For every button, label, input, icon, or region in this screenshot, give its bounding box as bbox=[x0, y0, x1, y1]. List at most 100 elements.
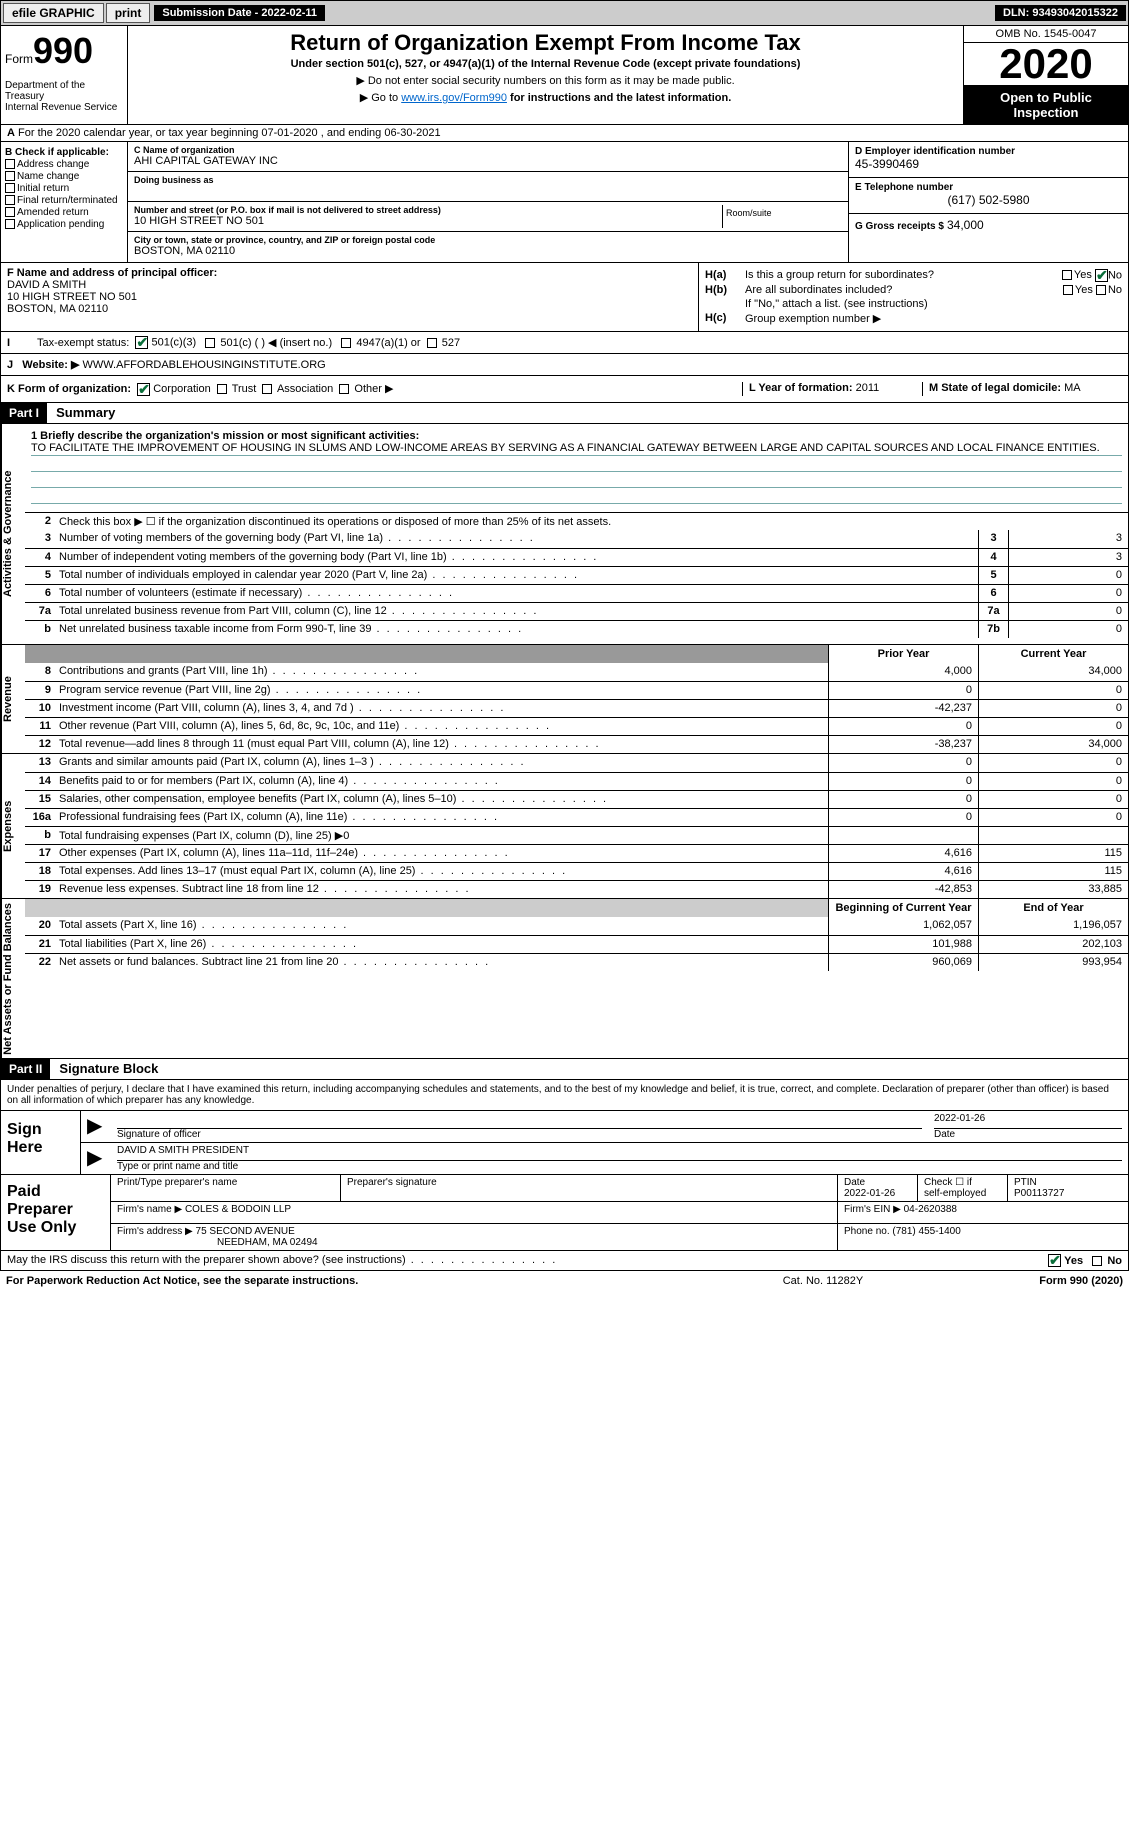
firm-ein: 04-2620388 bbox=[904, 1204, 957, 1215]
line-16a: 16aProfessional fundraising fees (Part I… bbox=[25, 808, 1128, 826]
hb-no[interactable]: No bbox=[1096, 284, 1122, 296]
line-2-desc: Check this box ▶ ☐ if the organization d… bbox=[55, 513, 1128, 530]
chk-final[interactable]: Final return/terminated bbox=[5, 195, 123, 206]
chk-address[interactable]: Address change bbox=[5, 159, 123, 170]
prep-date-header: Date bbox=[844, 1177, 865, 1188]
firm-addr1: 75 SECOND AVENUE bbox=[196, 1226, 295, 1237]
phone-value: (617) 502-5980 bbox=[855, 193, 1122, 207]
period-row: A For the 2020 calendar year, or tax yea… bbox=[0, 125, 1129, 142]
chk-other[interactable]: Other ▶ bbox=[339, 383, 393, 395]
paperwork-notice: For Paperwork Reduction Act Notice, see … bbox=[6, 1275, 723, 1287]
irs-link[interactable]: www.irs.gov/Form990 bbox=[401, 92, 507, 104]
current-year-header: Current Year bbox=[978, 645, 1128, 663]
line-9: 9Program service revenue (Part VIII, lin… bbox=[25, 681, 1128, 699]
firm-name: COLES & BODOIN LLP bbox=[185, 1204, 291, 1215]
efile-button[interactable]: efile GRAPHIC bbox=[3, 3, 104, 23]
prep-sig-header: Preparer's signature bbox=[341, 1175, 838, 1201]
chk-corp[interactable]: Corporation bbox=[137, 383, 211, 395]
line-15: 15Salaries, other compensation, employee… bbox=[25, 790, 1128, 808]
discuss-text: May the IRS discuss this return with the… bbox=[7, 1254, 1048, 1267]
column-b: B Check if applicable: Address change Na… bbox=[1, 142, 128, 262]
prep-self-emp-b: self-employed bbox=[924, 1188, 986, 1199]
city-label: City or town, state or province, country… bbox=[134, 235, 842, 245]
row-i: I Tax-exempt status: 501(c)(3) 501(c) ( … bbox=[0, 332, 1129, 354]
line-4: 4Number of independent voting members of… bbox=[25, 548, 1128, 566]
firm-name-label: Firm's name ▶ bbox=[117, 1204, 182, 1215]
line-3: 3Number of voting members of the governi… bbox=[25, 530, 1128, 548]
website-value: WWW.AFFORDABLEHOUSINGINSTITUTE.ORG bbox=[83, 359, 326, 371]
boy-header: Beginning of Current Year bbox=[828, 899, 978, 917]
chk-527[interactable]: 527 bbox=[427, 337, 460, 349]
department: Department of the Treasury Internal Reve… bbox=[5, 80, 123, 113]
chk-assoc[interactable]: Association bbox=[262, 383, 333, 395]
chk-pending[interactable]: Application pending bbox=[5, 219, 123, 230]
line-20: 20Total assets (Part X, line 16)1,062,05… bbox=[25, 917, 1128, 935]
sign-arrow-icon-2: ▶ bbox=[81, 1143, 111, 1174]
form-subtitle: Under section 501(c), 527, or 4947(a)(1)… bbox=[132, 58, 959, 70]
print-button[interactable]: print bbox=[106, 3, 151, 23]
period-label: A bbox=[7, 127, 15, 139]
expenses-block: Expenses 13Grants and similar amounts pa… bbox=[0, 754, 1129, 899]
hb-label: H(b) bbox=[705, 284, 745, 296]
hb-note: If "No," attach a list. (see instruction… bbox=[705, 298, 1122, 310]
column-c: C Name of organization AHI CAPITAL GATEW… bbox=[128, 142, 848, 262]
line-7a: 7aTotal unrelated business revenue from … bbox=[25, 602, 1128, 620]
line-21: 21Total liabilities (Part X, line 26)101… bbox=[25, 935, 1128, 953]
k-label: K Form of organization: bbox=[7, 383, 131, 395]
column-h: H(a) Is this a group return for subordin… bbox=[698, 263, 1128, 331]
column-d: D Employer identification number 45-3990… bbox=[848, 142, 1128, 262]
ha-no[interactable]: No bbox=[1095, 269, 1122, 282]
chk-501c3[interactable]: 501(c)(3) bbox=[135, 336, 196, 349]
open-to-public: Open to Public Inspection bbox=[964, 86, 1128, 124]
chk-trust[interactable]: Trust bbox=[217, 383, 257, 395]
line-11: 11Other revenue (Part VIII, column (A), … bbox=[25, 717, 1128, 735]
part2-label: Part II bbox=[1, 1059, 50, 1079]
chk-name[interactable]: Name change bbox=[5, 171, 123, 182]
prior-year-header: Prior Year bbox=[828, 645, 978, 663]
part2-title: Signature Block bbox=[53, 1059, 164, 1078]
eoy-header: End of Year bbox=[978, 899, 1128, 917]
mission-text: TO FACILITATE THE IMPROVEMENT OF HOUSING… bbox=[31, 442, 1122, 456]
hc-label: H(c) bbox=[705, 312, 745, 325]
section-fh: F Name and address of principal officer:… bbox=[0, 263, 1129, 332]
line-5: 5Total number of individuals employed in… bbox=[25, 566, 1128, 584]
prep-self-emp-a: Check ☐ if bbox=[924, 1177, 972, 1188]
line-22: 22Net assets or fund balances. Subtract … bbox=[25, 953, 1128, 971]
chk-501c[interactable]: 501(c) ( ) ◀ (insert no.) bbox=[205, 336, 332, 349]
line-2: 2 Check this box ▶ ☐ if the organization… bbox=[25, 512, 1128, 530]
discuss-no[interactable]: No bbox=[1092, 1255, 1122, 1267]
ha-text: Is this a group return for subordinates? bbox=[745, 269, 1062, 282]
ha-yes[interactable]: Yes bbox=[1062, 269, 1092, 282]
printed-name-label: Type or print name and title bbox=[117, 1161, 238, 1172]
suite-label: Room/suite bbox=[722, 205, 842, 228]
governance-block: Activities & Governance 1 Briefly descri… bbox=[0, 424, 1129, 645]
line-8: 8Contributions and grants (Part VIII, li… bbox=[25, 663, 1128, 681]
chk-4947[interactable]: 4947(a)(1) or bbox=[341, 337, 420, 349]
chk-amended[interactable]: Amended return bbox=[5, 207, 123, 218]
form-word: Form bbox=[5, 52, 33, 66]
gross-label: G Gross receipts $ bbox=[855, 221, 944, 232]
discuss-yes[interactable]: Yes bbox=[1048, 1255, 1083, 1267]
ein-label: D Employer identification number bbox=[855, 146, 1122, 157]
header-middle: Return of Organization Exempt From Incom… bbox=[128, 26, 963, 124]
column-f: F Name and address of principal officer:… bbox=[1, 263, 698, 331]
ein-value: 45-3990469 bbox=[855, 157, 1122, 171]
tax-year: 2020 bbox=[964, 43, 1128, 86]
dln: DLN: 93493042015322 bbox=[995, 5, 1126, 21]
hc-text: Group exemption number ▶ bbox=[745, 312, 1122, 325]
line-b: bTotal fundraising expenses (Part IX, co… bbox=[25, 826, 1128, 844]
sign-here-label: Sign Here bbox=[1, 1111, 81, 1174]
line-b: bNet unrelated business taxable income f… bbox=[25, 620, 1128, 638]
vtab-governance: Activities & Governance bbox=[1, 424, 25, 644]
form-footer-label: Form 990 (2020) bbox=[923, 1275, 1123, 1287]
period-text: For the 2020 calendar year, or tax year … bbox=[18, 127, 441, 139]
note2-pre: ▶ Go to bbox=[360, 92, 401, 104]
hb-text: Are all subordinates included? bbox=[745, 284, 1063, 296]
discuss-row: May the IRS discuss this return with the… bbox=[0, 1251, 1129, 1271]
officer-addr2: BOSTON, MA 02110 bbox=[7, 303, 692, 315]
part1-label: Part I bbox=[1, 403, 47, 423]
year-formation-label: L Year of formation: bbox=[749, 382, 853, 394]
hb-yes[interactable]: Yes bbox=[1063, 284, 1093, 296]
chk-initial[interactable]: Initial return bbox=[5, 183, 123, 194]
line-19: 19Revenue less expenses. Subtract line 1… bbox=[25, 880, 1128, 898]
